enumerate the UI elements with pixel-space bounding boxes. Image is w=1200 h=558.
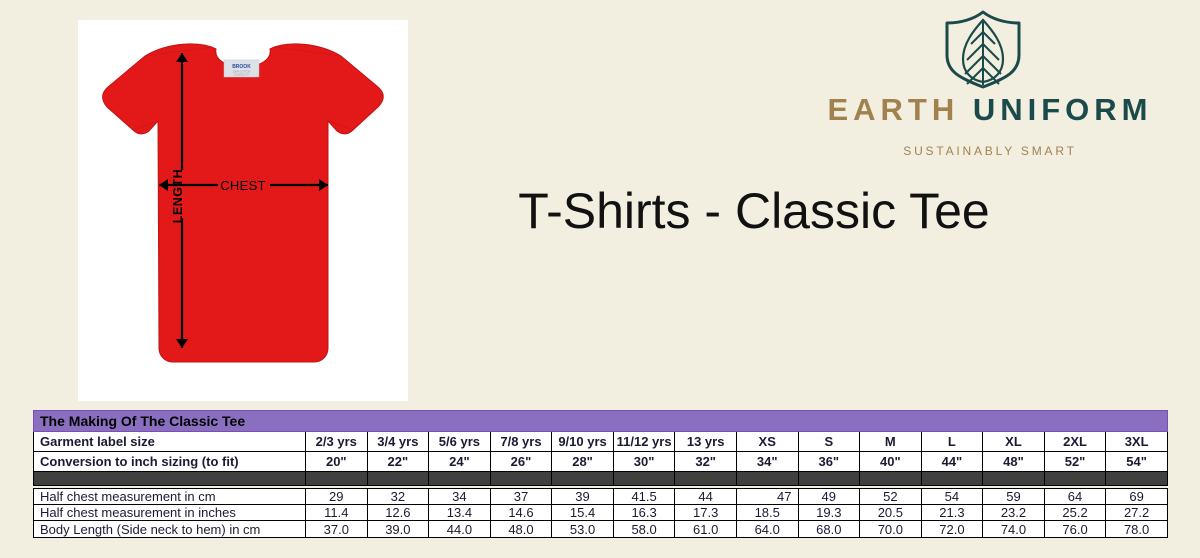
svg-text:CHEST: CHEST [220, 178, 266, 193]
svg-text:LENGTH: LENGTH [171, 169, 185, 223]
svg-text:CLASSIC FIT: CLASSIC FIT [234, 74, 250, 77]
svg-text:BROOK: BROOK [232, 64, 251, 70]
